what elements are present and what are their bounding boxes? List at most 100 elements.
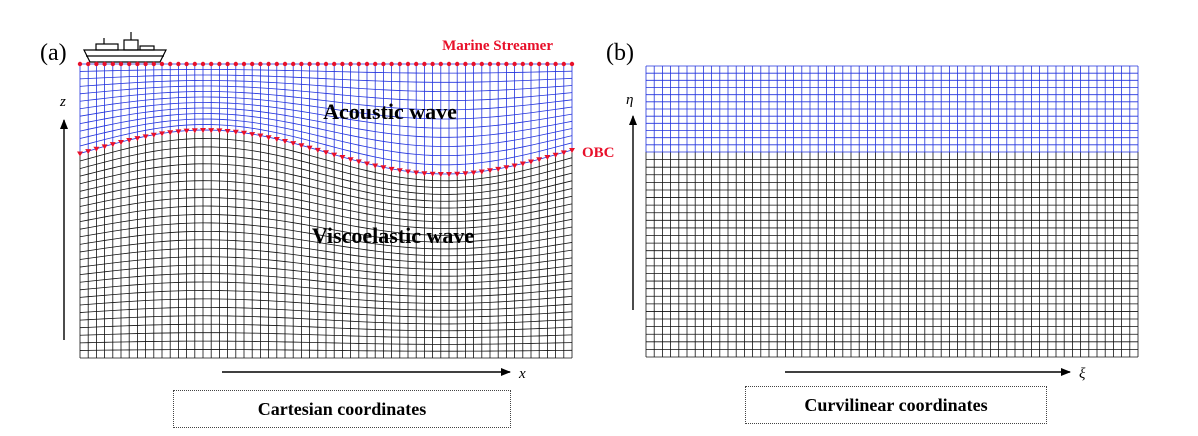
streamer-receiver-dot (381, 61, 386, 67)
streamer-receiver-dot (455, 61, 460, 67)
obc-receiver-marker (413, 170, 420, 176)
streamer-receiver-dot (159, 61, 165, 67)
streamer-receiver-dot (118, 61, 124, 67)
obc-receiver-marker (323, 150, 329, 156)
streamer-receiver-dot (389, 61, 394, 67)
obc-label: OBC (582, 145, 615, 161)
streamer-receiver-dot (414, 61, 419, 67)
viscoelastic-wave-label: Viscoelastic wave (312, 223, 475, 248)
markers-a (77, 61, 575, 177)
streamer-receiver-dot (307, 61, 312, 67)
streamer-receiver-dot (356, 61, 361, 67)
obc-receiver-marker (503, 165, 510, 171)
obc-receiver-marker (265, 135, 272, 141)
streamer-receiver-dot (151, 61, 156, 67)
obc-receiver-marker (405, 169, 411, 175)
obc-receiver-marker (487, 168, 493, 174)
streamer-receiver-dot (200, 61, 206, 67)
obc-receiver-marker (191, 128, 198, 134)
streamer-receiver-dot (446, 61, 452, 67)
streamer-receiver-dot (135, 61, 140, 67)
streamer-receiver-dot (504, 61, 509, 67)
streamer-receiver-dot (274, 61, 279, 67)
streamer-receiver-dot (430, 61, 435, 67)
streamer-receiver-dot (520, 61, 525, 67)
obc-receiver-marker (470, 170, 477, 176)
streamer-receiver-dot (479, 61, 484, 67)
obc-receiver-marker (462, 171, 469, 177)
obc-receiver-marker (511, 163, 518, 169)
obc-receiver-marker (544, 155, 551, 161)
obc-receiver-marker (314, 147, 321, 153)
obc-receiver-marker (175, 129, 182, 135)
obc-receiver-marker (446, 171, 452, 177)
streamer-receiver-dot (438, 61, 443, 67)
obc-receiver-marker (216, 128, 223, 134)
obc-receiver-marker (241, 130, 247, 136)
obc-receiver-marker (109, 142, 116, 148)
obc-receiver-marker (167, 130, 174, 136)
streamer-receiver-dot (397, 61, 402, 67)
obc-receiver-marker (388, 166, 395, 172)
obc-receiver-marker (421, 171, 428, 177)
obc-receiver-marker (208, 128, 215, 134)
obc-receiver-marker (232, 129, 239, 135)
streamer-receiver-dot (512, 61, 517, 67)
obc-receiver-marker (183, 128, 190, 134)
obc-receiver-marker (93, 146, 100, 152)
streamer-receiver-dot (553, 61, 558, 67)
streamer-receiver-dot (545, 61, 550, 67)
obc-receiver-marker (150, 132, 157, 138)
obc-receiver-marker (224, 128, 231, 134)
obc-receiver-marker (85, 149, 92, 155)
grid-b (645, 65, 1139, 358)
streamer-receiver-dot (143, 61, 148, 67)
streamer-receiver-dot (217, 61, 222, 67)
obc-receiver-marker (126, 137, 133, 143)
streamer-receiver-dot (496, 61, 501, 67)
xi-axis-label: ξ (1079, 366, 1086, 382)
streamer-receiver-dot (266, 61, 271, 67)
obc-receiver-marker (396, 168, 403, 174)
obc-receiver-marker (429, 171, 436, 177)
obc-receiver-marker (306, 145, 313, 151)
obc-receiver-marker (355, 159, 362, 165)
streamer-receiver-dot (110, 61, 116, 67)
obc-receiver-marker (101, 144, 108, 150)
obc-receiver-marker (372, 163, 379, 169)
streamer-receiver-dot (537, 61, 542, 67)
obc-receiver-marker (134, 136, 141, 142)
z-axis-label: z (59, 94, 66, 110)
streamer-receiver-dot (168, 61, 173, 67)
streamer-receiver-dot (94, 61, 99, 67)
streamer-receiver-dot (258, 61, 263, 67)
streamer-receiver-dot (487, 61, 493, 67)
panel-b-label: (b) (606, 40, 634, 66)
obc-receiver-marker (257, 133, 264, 139)
grid-a (79, 63, 573, 359)
obc-receiver-marker (569, 147, 575, 153)
obc-receiver-marker (536, 157, 543, 163)
obc-receiver-marker (200, 128, 206, 134)
obc-receiver-marker (347, 157, 354, 163)
ship-icon (83, 32, 167, 63)
obc-receiver-marker (77, 151, 83, 157)
streamer-receiver-dot (209, 61, 214, 67)
obc-receiver-marker (159, 131, 165, 137)
streamer-receiver-dot (77, 61, 83, 67)
streamer-receiver-dot (422, 61, 427, 67)
streamer-receiver-dot (405, 61, 411, 67)
obc-receiver-marker (495, 166, 502, 172)
streamer-receiver-dot (373, 61, 378, 67)
streamer-receiver-dot (241, 61, 247, 67)
obc-receiver-marker (437, 171, 444, 177)
streamer-receiver-dot (463, 61, 468, 67)
streamer-receiver-dot (471, 61, 476, 67)
streamer-receiver-dot (561, 61, 566, 67)
obc-receiver-marker (331, 152, 338, 158)
obc-receiver-marker (364, 161, 370, 167)
streamer-receiver-dot (233, 61, 238, 67)
streamer-receiver-dot (225, 61, 230, 67)
acoustic-wave-label: Acoustic wave (323, 99, 457, 124)
